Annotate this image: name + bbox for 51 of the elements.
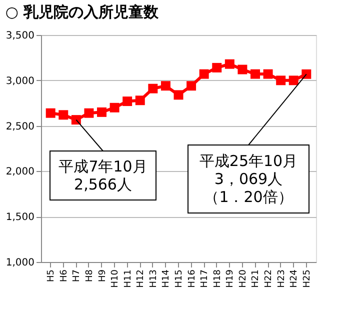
y-tick-label: 3,500 — [6, 30, 34, 42]
x-tick-label: H17 — [200, 270, 210, 288]
annotation: 平成25年10月 3，069人（1．20倍） — [199, 152, 298, 206]
y-tick-label: 3,000 — [6, 76, 34, 87]
point — [199, 69, 209, 79]
point — [58, 110, 68, 120]
x-tick-label: H8 — [84, 269, 95, 282]
x-tick-label: H13 — [148, 270, 159, 288]
point — [302, 69, 312, 79]
point — [186, 81, 196, 91]
y-tick-label: 2,000 — [6, 166, 34, 178]
x-tick-label: H23 — [276, 270, 287, 288]
point — [71, 115, 81, 125]
x-tick-label: H25 — [302, 270, 312, 288]
x-tick-label: H12 — [136, 270, 146, 288]
x-tick-label: H20 — [238, 269, 248, 288]
y-tick-label: 1,500 — [6, 212, 34, 224]
point — [84, 108, 94, 118]
x-tick-label: H6 — [59, 269, 70, 282]
point — [97, 107, 106, 117]
x-tick-label: H22 — [264, 270, 274, 288]
point — [160, 81, 170, 91]
y-tick-label: 2,500 — [6, 121, 34, 132]
x-tick-label: H7 — [72, 270, 82, 282]
point — [288, 76, 298, 86]
x-tick-label: H14 — [162, 269, 172, 288]
point — [46, 108, 56, 118]
x-tick-label: H21 — [251, 270, 262, 288]
point — [212, 62, 222, 72]
annotation: 平成7年10月 2,566人 — [58, 158, 148, 194]
point — [174, 90, 184, 100]
point — [276, 76, 286, 86]
point — [250, 69, 260, 79]
x-tick-label: H16 — [187, 269, 198, 288]
x-tick-label: H18 — [212, 269, 223, 288]
point — [224, 59, 234, 69]
point — [148, 84, 158, 94]
x-tick-label: H10 — [110, 269, 121, 288]
point — [238, 64, 248, 74]
x-tick-label: H11 — [123, 270, 134, 288]
y-tick-label: 1,000 — [6, 258, 34, 268]
x-tick-label: H9 — [98, 269, 108, 282]
point — [135, 96, 145, 106]
point — [122, 96, 132, 106]
chart-title: ○ 乳児院の入所児童数 — [5, 3, 160, 21]
x-tick-label: H19 — [226, 269, 236, 288]
point — [110, 102, 120, 112]
x-tick-label: H24 — [290, 269, 300, 288]
point — [263, 69, 273, 79]
x-tick-label: H5 — [46, 270, 57, 282]
x-tick-label: H15 — [174, 270, 184, 288]
